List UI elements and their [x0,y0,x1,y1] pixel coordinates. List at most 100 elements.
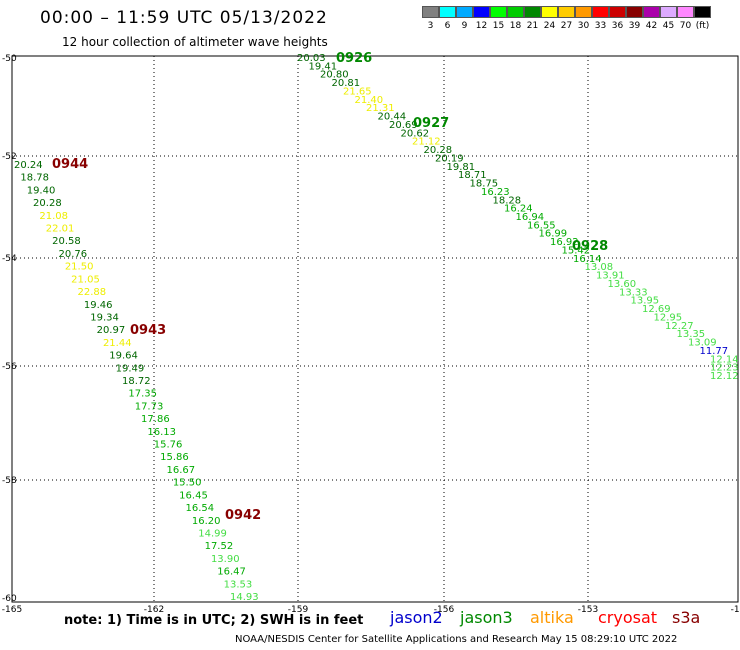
swh-value: 19.49 [116,363,145,374]
swh-value: 22.01 [46,224,75,235]
swh-value: 15.76 [154,440,183,451]
scale-swatch [643,6,660,18]
swh-value: 13.90 [211,554,240,565]
scale-label: 15 [492,21,505,31]
footer-credits: NOAA/NESDIS Center for Satellite Applica… [235,634,678,645]
map-subtitle: 12 hour collection of altimeter wave hei… [62,35,328,49]
satellite-legend-s3a: s3a [672,608,701,627]
swh-value: 16.47 [217,567,246,578]
swh-value: 12.12 [710,371,739,382]
pass-labels: 0926 0927 0928 0944 0943 0942 [52,51,608,523]
swh-value: 13.60 [608,279,637,290]
swh-value: 12.95 [654,312,683,323]
scale-label: 30 [577,21,590,31]
swh-value: 18.78 [20,173,49,184]
scale-swatch [660,6,677,18]
satellite-legend-cryosat: cryosat [598,608,658,627]
scale-label: 18 [509,21,522,31]
swh-value: 20.19 [435,153,464,164]
swh-value: 13.08 [585,262,614,273]
swh-value: 18.75 [470,179,499,190]
swh-value: 16.94 [516,212,545,223]
satellite-legend-jason2: jason2 [390,608,443,627]
scale-swatch [490,6,507,18]
swh-value: 19.64 [109,351,138,362]
swh-value: 21.65 [343,86,372,97]
map-grid [12,56,738,602]
swh-value: 14.99 [198,528,227,539]
swh-value: 20.69 [389,120,418,131]
swh-value: 22.88 [78,287,107,298]
color-scale-bar [422,6,711,18]
swh-value: 16.99 [539,229,568,240]
lat-label: -60 [2,594,17,604]
swh-value: 20.97 [97,325,126,336]
swh-value: 20.81 [332,78,361,89]
scale-label: 45 [662,21,675,31]
swh-value: 20.76 [58,249,87,260]
swh-value: 21.50 [65,262,94,273]
scale-swatch [575,6,592,18]
scale-label: 3 [427,21,434,31]
swh-value: 16.13 [147,427,176,438]
satellite-legend-altika: altika [530,608,574,627]
scale-swatch [609,6,626,18]
swh-value: 21.12 [412,137,441,148]
swh-value: 13.33 [619,287,648,298]
swh-value: 19.46 [84,300,113,311]
swh-value: 20.80 [320,70,349,81]
map-frame [11,55,739,603]
lat-label: -52 [2,152,17,162]
swh-value: 21.31 [366,103,395,114]
swh-value: 21.05 [71,274,100,285]
swh-value: 13.53 [224,579,253,590]
pass-time-label: 0927 [413,116,449,131]
lat-label: -56 [2,362,17,372]
swh-value: 18.71 [458,170,487,181]
swh-value: 11.77 [700,346,729,357]
lat-label: -50 [2,54,17,64]
swh-value: 20.62 [401,128,430,139]
scale-label: 24 [543,21,556,31]
swh-value: 12.14 [710,354,739,365]
scale-label: 12 [475,21,488,31]
scale-label: 6 [444,21,451,31]
lon-label: -15 [731,605,740,615]
pass-time-label: 0926 [336,51,372,66]
swh-value: 16.23 [481,187,510,198]
swh-value: 19.41 [309,61,338,72]
swh-value: 13.91 [596,271,625,282]
swh-value: 15.50 [173,478,202,489]
swh-value: 20.24 [14,160,43,171]
scale-label: 39 [628,21,641,31]
swh-value: 17.73 [135,401,164,412]
scale-swatch [541,6,558,18]
satellite-legend-jason3: jason3 [460,608,513,627]
swh-value: 16.54 [186,503,215,514]
scale-swatch [473,6,490,18]
color-scale-labels: 3 6 9 12 15 18 21 24 27 30 33 36 39 42 45 70 (ft) [422,21,711,31]
swh-value: 12.69 [642,304,671,315]
scale-swatch [558,6,575,18]
lon-label: -159 [288,605,309,615]
swh-value: 12.23 [710,363,739,374]
swh-value: 16.67 [166,465,195,476]
swh-value: 19.34 [90,312,119,323]
scale-swatch [592,6,609,18]
lon-label: -153 [578,605,598,615]
scale-swatch [524,6,541,18]
swh-value: 14.93 [230,592,259,603]
lon-label: -165 [2,605,22,615]
footer-note: note: 1) Time is in UTC; 2) SWH is in fe… [64,613,364,628]
swh-value: 20.28 [424,145,453,156]
lat-label: -54 [2,254,17,264]
swh-value: 19.81 [447,162,476,173]
swh-value: 16.45 [179,490,208,501]
swh-value: 13.35 [677,329,706,340]
swh-value: 21.08 [39,211,68,222]
satellite-tracks: 20.0319.4120.8020.8121.6521.4021.3120.44… [14,53,739,603]
scale-label: 36 [611,21,624,31]
scale-label: 27 [560,21,573,31]
swh-value: 19.40 [27,185,56,196]
map-title: 00:00 – 11:59 UTC 05/13/2022 [40,8,328,28]
